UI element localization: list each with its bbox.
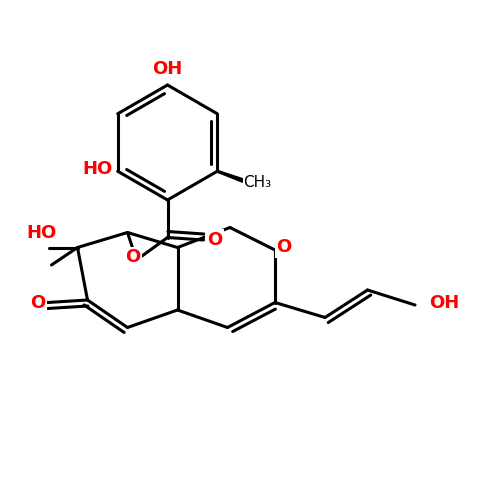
Text: OH: OH <box>152 60 182 78</box>
Text: O: O <box>276 238 291 256</box>
Text: O: O <box>125 248 140 266</box>
Text: O: O <box>30 294 45 312</box>
Text: CH₃: CH₃ <box>244 175 272 190</box>
Text: HO: HO <box>82 160 112 178</box>
Text: OH: OH <box>429 294 459 312</box>
Text: HO: HO <box>26 224 56 242</box>
Text: O: O <box>207 231 222 249</box>
